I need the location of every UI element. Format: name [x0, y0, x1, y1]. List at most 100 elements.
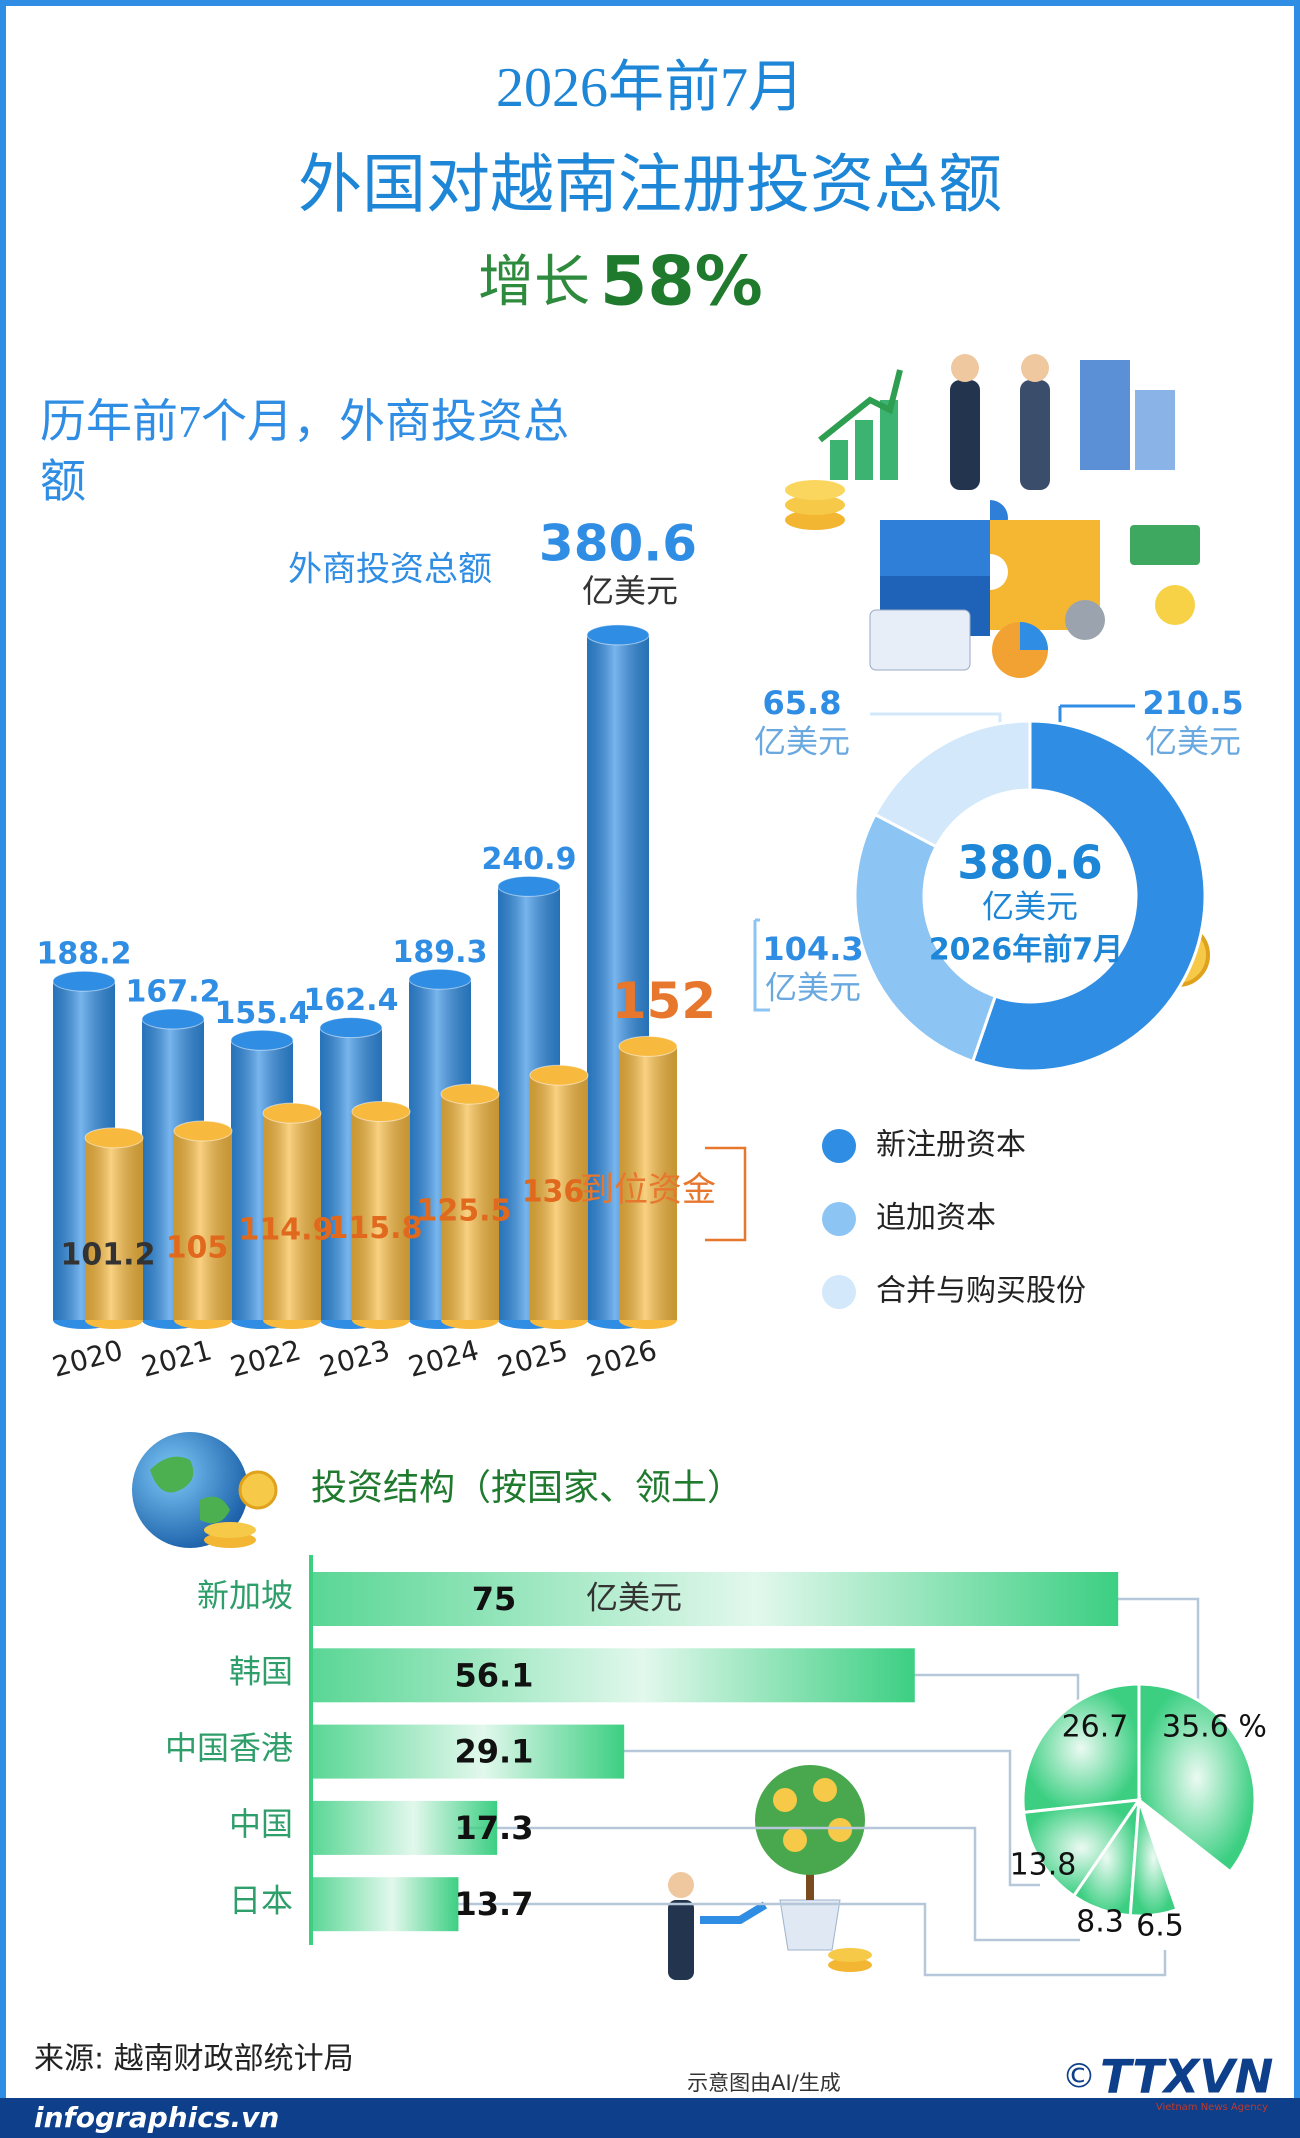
legend-swatch — [822, 1202, 856, 1236]
illustration — [785, 354, 1200, 678]
category-label: 中国 — [229, 1806, 293, 1842]
legend-swatch — [822, 1275, 856, 1309]
x-tick-label: 2026 — [583, 1333, 660, 1383]
category-label: 新加坡 — [197, 1577, 293, 1613]
bar-cap — [141, 1008, 205, 1030]
value-label: 101.2 — [61, 1237, 156, 1272]
total-value: 380.6 — [957, 836, 1103, 890]
bar-cap — [351, 1101, 411, 1123]
value-label: 56.1 — [455, 1656, 534, 1694]
donut-segment — [853, 812, 998, 1064]
legend-label: 追加资本 — [876, 1201, 996, 1236]
value-label: 240.9 — [482, 842, 577, 877]
source: 来源: 越南财政部统计局 — [34, 2042, 354, 2077]
section-title: 历年前7个月，外商投资总额 — [40, 396, 569, 507]
bar-cap — [529, 1064, 589, 1086]
bar-cap — [52, 970, 116, 992]
value-label: 152 — [612, 972, 716, 1030]
x-tick-label: 2023 — [316, 1333, 393, 1383]
bar-cap — [230, 1029, 294, 1051]
value-label: 8.3 — [1076, 1905, 1124, 1940]
pie-slice — [1137, 1682, 1257, 1874]
value-label: 35.6 % — [1162, 1710, 1267, 1745]
site: infographics.vn — [34, 2101, 279, 2134]
value-label: 13.7 — [455, 1885, 534, 1923]
agency: TTXVN — [1100, 2050, 1273, 2104]
value-label: 188.2 — [37, 937, 132, 972]
value-label: 6.5 — [1136, 1909, 1184, 1944]
donut-segment — [873, 719, 1032, 849]
category-label: 中国香港 — [165, 1730, 293, 1766]
value-label: 125.5 — [417, 1194, 512, 1229]
copyright: © — [1062, 2057, 1096, 2097]
x-tick-label: 2022 — [227, 1333, 304, 1383]
legend-label: 合并与购买股份 — [876, 1274, 1086, 1309]
value-label: 162.4 — [304, 983, 399, 1018]
series-label: 到位资金 — [580, 1171, 716, 1209]
value-label: 189.3 — [393, 935, 488, 970]
unit-label: 亿美元 — [765, 969, 861, 1005]
bar-cap — [440, 1083, 500, 1105]
agency-en: Vietnam News Agency — [1156, 2102, 1268, 2113]
series-label: 外商投资总额 — [288, 551, 492, 589]
category-label: 日本 — [229, 1883, 293, 1919]
value-label: 167.2 — [126, 975, 221, 1010]
pie-slice — [1128, 1799, 1179, 1918]
pie-slice — [1022, 1798, 1143, 1899]
bar-cap — [262, 1102, 322, 1124]
leader-line — [753, 918, 770, 1012]
bar — [311, 1800, 498, 1855]
bar-cap — [408, 968, 472, 990]
bar-sheen — [352, 1111, 410, 1320]
total-unit: 亿美元 — [982, 888, 1078, 924]
bar-sheen — [441, 1094, 499, 1320]
footer-bar — [0, 2098, 1300, 2138]
category-label: 韩国 — [229, 1654, 293, 1690]
bar-sheen — [174, 1131, 232, 1320]
unit-label: 亿美元 — [586, 1579, 682, 1615]
legend-swatch — [822, 1129, 856, 1163]
connector-lines — [458, 1597, 1200, 1977]
growth-label: 增长 — [478, 252, 590, 314]
value-label: 155.4 — [215, 996, 310, 1031]
total-subtitle: 2026年前7月 — [929, 933, 1123, 968]
x-tick-label: 2020 — [49, 1333, 126, 1383]
unit-label: 亿美元 — [754, 723, 850, 759]
value-label: 17.3 — [455, 1809, 534, 1847]
unit-label: 亿美元 — [582, 572, 678, 610]
bar-cap — [618, 1035, 678, 1057]
x-tick-label: 2024 — [405, 1333, 482, 1383]
value-label: 104.3 — [762, 930, 863, 968]
value-label: 115.8 — [328, 1211, 423, 1246]
bar-cap — [319, 1017, 383, 1039]
bar — [311, 1724, 625, 1779]
bar — [311, 1572, 1119, 1626]
value-label: 13.8 — [1010, 1848, 1077, 1883]
growth-value: 58% — [600, 243, 763, 322]
section-title: 投资结构（按国家、领土） — [311, 1467, 743, 1507]
x-tick-label: 2025 — [494, 1333, 571, 1383]
legend-label: 新注册资本 — [876, 1128, 1026, 1163]
header-title: 外国对越南注册投资总额 — [298, 150, 1002, 221]
bar-cap — [173, 1120, 233, 1142]
donut-segment — [970, 719, 1207, 1073]
value-label: 105 — [166, 1231, 229, 1266]
value-label: 26.7 — [1062, 1710, 1129, 1745]
bar-cap — [497, 875, 561, 897]
x-tick-label: 2021 — [138, 1333, 215, 1383]
bar-cap — [586, 624, 650, 646]
value-label: 114.9 — [239, 1213, 334, 1248]
value-label: 75 — [472, 1580, 517, 1618]
unit-label: 亿美元 — [1145, 723, 1241, 759]
pie-slice — [1021, 1682, 1141, 1815]
value-label: 210.5 — [1142, 684, 1243, 722]
bar-sheen — [263, 1113, 321, 1320]
bar-sheen — [619, 1046, 677, 1320]
bracket — [705, 1146, 747, 1242]
bar — [311, 1877, 459, 1932]
value-label: 380.6 — [539, 514, 697, 572]
bar-sheen — [85, 1137, 143, 1320]
globe-icon — [132, 1432, 278, 1548]
